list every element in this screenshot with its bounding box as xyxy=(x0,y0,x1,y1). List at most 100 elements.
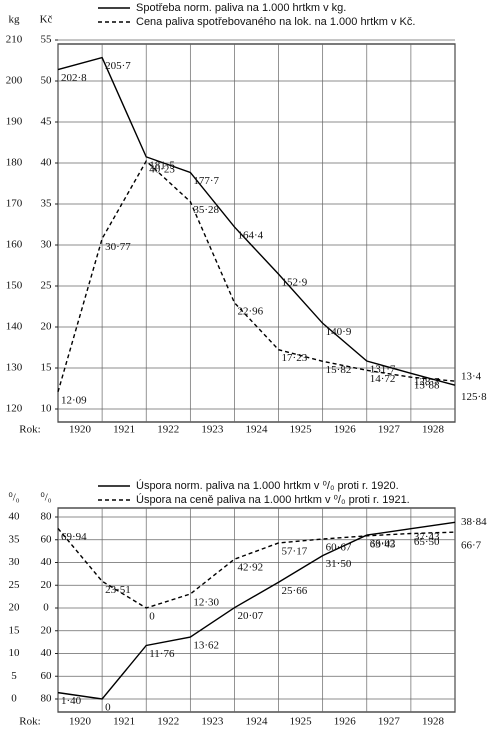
y2-tick-label: 60 xyxy=(41,533,53,545)
y2-tick-label: 15 xyxy=(41,362,53,374)
legend-label: Cena paliva spotřebovaného na lok. na 1.… xyxy=(136,16,415,28)
x-tick-label: 1927 xyxy=(378,716,401,728)
x-tick-label: 1921 xyxy=(113,424,135,436)
x-axis-label: Rok: xyxy=(19,716,40,728)
x-tick-label: 1925 xyxy=(290,716,313,728)
x-tick-label: 1924 xyxy=(246,424,269,436)
y-tick-label: 170 xyxy=(6,198,23,210)
value-label: 131·7 xyxy=(370,364,396,376)
y2-tick-label: 30 xyxy=(41,239,53,251)
value-label: 40·23 xyxy=(149,164,175,176)
y-tick-label: 180 xyxy=(6,157,23,169)
value-label: 13·4 xyxy=(461,371,482,383)
value-label: 22·96 xyxy=(237,305,263,317)
y2-tick-label: 20 xyxy=(41,579,53,591)
value-label: 164·4 xyxy=(237,229,263,241)
value-label: 66·7 xyxy=(461,540,482,552)
value-label: 0 xyxy=(149,611,155,623)
value-label: 128·7 xyxy=(414,376,440,388)
x-tick-label: 1923 xyxy=(201,424,224,436)
y2-tick-label: 0 xyxy=(43,602,49,614)
y2-tick-label: 45 xyxy=(41,116,53,128)
value-label: 202·8 xyxy=(61,72,87,84)
y-tick-label: 130 xyxy=(6,362,23,374)
legend-label: Úspora norm. paliva na 1.000 hrtkm v ⁰/₀… xyxy=(136,479,399,492)
value-label: 38·84 xyxy=(461,516,487,528)
data-line xyxy=(57,521,456,700)
data-line xyxy=(57,160,456,393)
value-label: 30·77 xyxy=(105,241,131,253)
y-tick-label: 200 xyxy=(6,75,23,87)
value-label: 15·82 xyxy=(326,364,352,376)
x-tick-label: 1925 xyxy=(290,424,313,436)
y2-axis-label: ⁰/₀ xyxy=(40,492,51,504)
value-label: 35·28 xyxy=(193,204,219,216)
y2-tick-label: 55 xyxy=(41,34,53,46)
value-label: 36·02 xyxy=(370,538,396,550)
value-label: 42·92 xyxy=(237,562,263,574)
y2-tick-label: 80 xyxy=(41,511,53,523)
value-label: 60·67 xyxy=(326,542,352,554)
x-tick-label: 1926 xyxy=(334,716,357,728)
value-label: 12·09 xyxy=(61,394,87,406)
y-tick-label: 210 xyxy=(6,34,23,46)
y2-tick-label: 20 xyxy=(41,624,53,636)
value-label: 140·9 xyxy=(326,326,352,338)
x-tick-label: 1926 xyxy=(334,424,357,436)
y-tick-label: 140 xyxy=(6,321,23,333)
y-tick-label: 150 xyxy=(6,280,23,292)
y-tick-label: 25 xyxy=(9,579,21,591)
y2-tick-label: 35 xyxy=(41,198,53,210)
y-tick-label: 20 xyxy=(9,602,21,614)
y2-tick-label: 60 xyxy=(41,670,53,682)
x-tick-label: 1922 xyxy=(157,424,179,436)
y2-tick-label: 50 xyxy=(41,75,53,87)
value-label: 205·7 xyxy=(105,60,131,72)
x-tick-label: 1924 xyxy=(246,716,269,728)
value-label: 177·7 xyxy=(193,175,219,187)
y-tick-label: 160 xyxy=(6,239,23,251)
x-tick-label: 1920 xyxy=(69,424,92,436)
legend-label: Spotřeba norm. paliva na 1.000 hrtkm v k… xyxy=(136,2,346,14)
value-label: 1·40 xyxy=(61,695,82,707)
y-tick-label: 0 xyxy=(11,693,17,705)
data-line xyxy=(57,56,456,386)
y-tick-label: 10 xyxy=(9,647,21,659)
value-label: 57·17 xyxy=(282,546,308,558)
value-label: 23·51 xyxy=(105,584,131,596)
y-tick-label: 35 xyxy=(9,533,21,545)
y-tick-label: 15 xyxy=(9,624,21,636)
value-label: 63·43 xyxy=(370,538,396,550)
x-tick-label: 1922 xyxy=(157,716,179,728)
x-tick-label: 1921 xyxy=(113,716,135,728)
y-tick-label: 40 xyxy=(9,511,21,523)
y2-tick-label: 25 xyxy=(41,280,53,292)
value-label: 152·9 xyxy=(282,277,308,289)
value-label: 14·72 xyxy=(370,373,396,385)
y2-tick-label: 80 xyxy=(41,693,53,705)
y-axis-label: kg xyxy=(9,14,21,26)
value-label: 25·66 xyxy=(282,585,308,597)
value-label: 12·30 xyxy=(193,597,219,609)
y-tick-label: 190 xyxy=(6,116,23,128)
value-label: 0 xyxy=(105,702,111,714)
y2-tick-label: 20 xyxy=(41,321,53,333)
value-label: 31·50 xyxy=(326,558,352,570)
y2-tick-label: 40 xyxy=(41,647,53,659)
legend-label: Úspora na ceně paliva na 1.000 hrtkm v ⁰… xyxy=(136,493,410,506)
value-label: 37·43 xyxy=(414,531,440,543)
y2-axis-label: Kč xyxy=(40,14,53,26)
y-tick-label: 30 xyxy=(9,556,21,568)
y-tick-label: 5 xyxy=(11,670,17,682)
x-tick-label: 1928 xyxy=(422,716,445,728)
value-label: 181·5 xyxy=(149,159,175,171)
y2-tick-label: 40 xyxy=(41,556,53,568)
data-line xyxy=(57,527,456,609)
x-tick-label: 1927 xyxy=(378,424,401,436)
value-label: 13·62 xyxy=(193,640,219,652)
y-axis-label: ⁰/₀ xyxy=(8,492,19,504)
x-axis-label: Rok: xyxy=(19,424,40,436)
value-label: 20·07 xyxy=(237,610,263,622)
value-label: 125·8 xyxy=(461,391,487,403)
